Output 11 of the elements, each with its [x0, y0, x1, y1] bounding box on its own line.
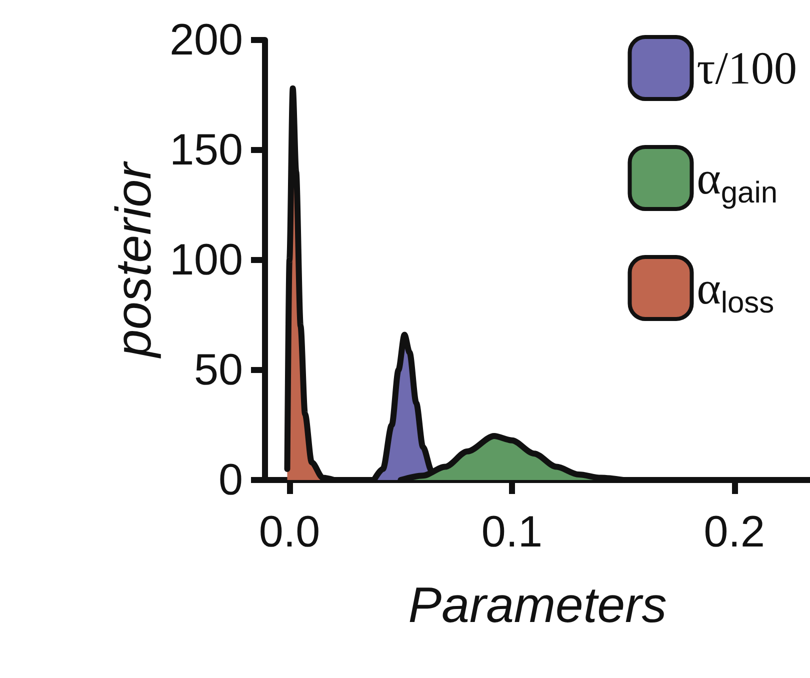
y-tick-label: 150 [170, 126, 243, 174]
legend-label: τ/100 [696, 42, 797, 94]
y-tick-label: 100 [170, 236, 243, 284]
y-tick-label: 200 [170, 16, 243, 64]
y-tick-label: 50 [194, 346, 243, 394]
y-axis-title: posterior [106, 160, 162, 360]
y-tick-label: 0 [218, 456, 243, 504]
x-tick-label: 0.1 [481, 508, 543, 556]
x-tick-label: 0.2 [704, 508, 765, 556]
x-tick-label: 0.0 [258, 508, 320, 556]
x-axis-title: Parameters [408, 577, 667, 633]
